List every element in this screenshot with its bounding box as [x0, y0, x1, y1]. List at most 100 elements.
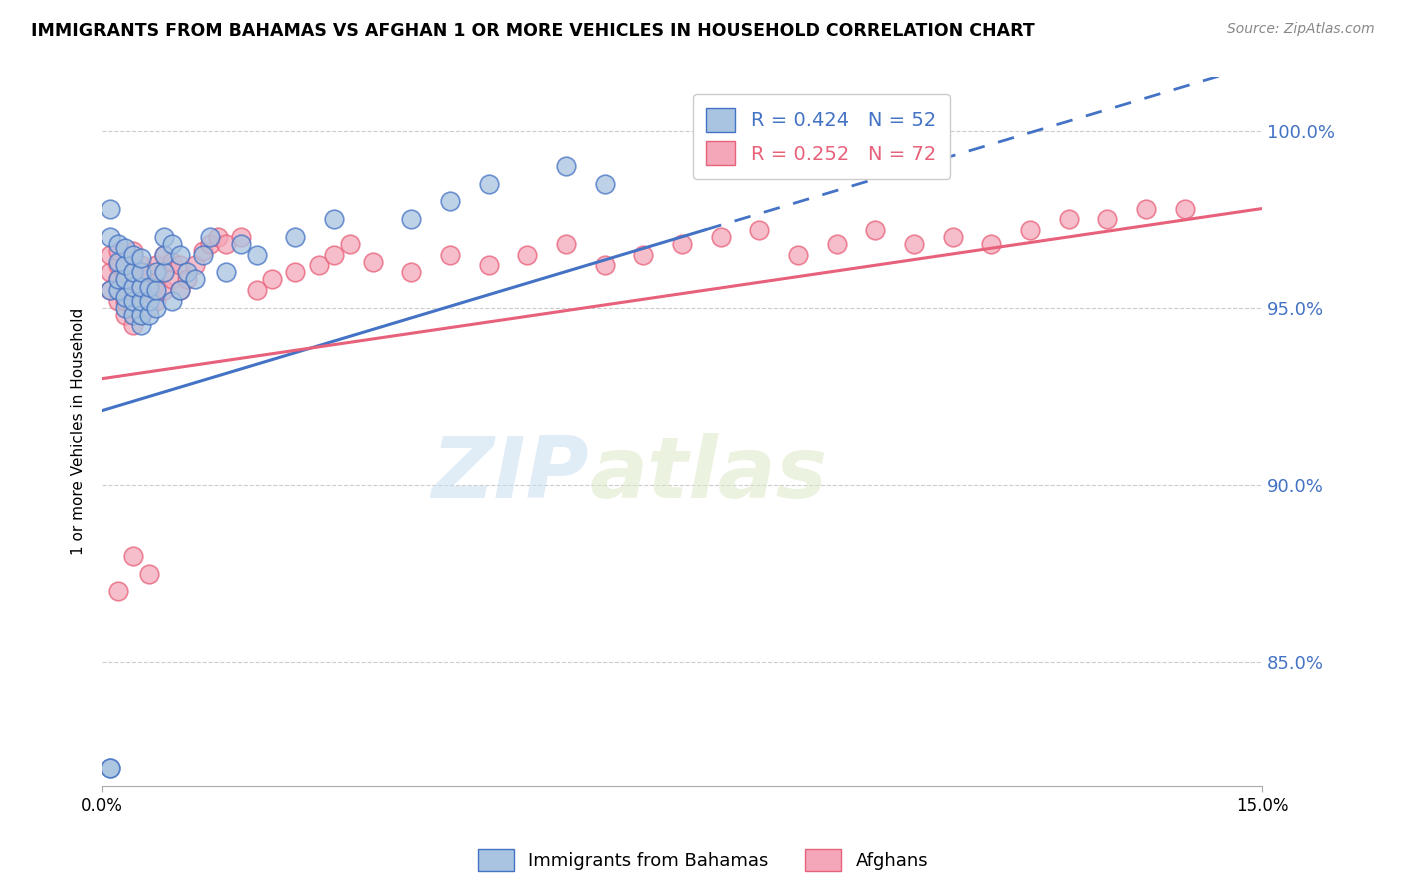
Point [231, 230, 253, 244]
Point [153, 247, 176, 261]
Point [138, 301, 160, 315]
Point [107, 584, 129, 599]
Point [98, 202, 121, 216]
Point [903, 237, 925, 252]
Point [129, 293, 152, 308]
Point [207, 230, 229, 244]
Point [122, 244, 145, 258]
Point [107, 293, 129, 308]
Point [262, 272, 284, 286]
Point [98, 230, 121, 244]
Point [122, 308, 145, 322]
Point [107, 237, 129, 252]
Point [107, 283, 129, 297]
Point [114, 308, 136, 322]
Point [231, 237, 253, 252]
Y-axis label: 1 or more Vehicles in Household: 1 or more Vehicles in Household [72, 308, 86, 556]
Point [942, 230, 965, 244]
Point [980, 237, 1002, 252]
Legend: R = 0.424   N = 52, R = 0.252   N = 72: R = 0.424 N = 52, R = 0.252 N = 72 [693, 95, 950, 178]
Point [200, 237, 222, 252]
Point [122, 283, 145, 297]
Point [145, 283, 167, 297]
Point [122, 549, 145, 563]
Point [284, 230, 307, 244]
Point [361, 254, 384, 268]
Point [153, 265, 176, 279]
Point [200, 230, 222, 244]
Point [787, 247, 810, 261]
Point [215, 265, 238, 279]
Point [176, 265, 198, 279]
Point [122, 279, 145, 293]
Point [129, 290, 152, 304]
Point [160, 237, 183, 252]
Point [1135, 202, 1157, 216]
Point [184, 258, 207, 272]
Point [169, 258, 191, 272]
Point [478, 177, 501, 191]
Point [401, 212, 423, 227]
Point [439, 194, 461, 209]
Point [401, 265, 423, 279]
Point [825, 237, 848, 252]
Text: ZIP: ZIP [432, 433, 589, 516]
Point [107, 258, 129, 272]
Point [633, 247, 655, 261]
Point [748, 223, 770, 237]
Point [129, 251, 152, 265]
Point [114, 258, 136, 272]
Point [122, 265, 145, 279]
Point [138, 265, 160, 279]
Point [191, 244, 214, 258]
Point [129, 272, 152, 286]
Point [1097, 212, 1119, 227]
Point [145, 265, 167, 279]
Point [114, 265, 136, 279]
Point [98, 265, 121, 279]
Point [138, 566, 160, 581]
Point [122, 318, 145, 333]
Point [160, 254, 183, 268]
Point [555, 237, 578, 252]
Point [129, 279, 152, 293]
Point [439, 247, 461, 261]
Point [710, 230, 733, 244]
Text: atlas: atlas [589, 433, 827, 516]
Point [145, 258, 167, 272]
Point [246, 247, 269, 261]
Point [478, 258, 501, 272]
Point [138, 279, 160, 293]
Point [107, 254, 129, 268]
Point [160, 272, 183, 286]
Point [129, 308, 152, 322]
Point [114, 293, 136, 308]
Point [145, 301, 167, 315]
Point [98, 283, 121, 297]
Point [191, 247, 214, 261]
Point [129, 258, 152, 272]
Point [184, 272, 207, 286]
Point [98, 761, 121, 775]
Point [169, 247, 191, 261]
Point [176, 272, 198, 286]
Point [114, 240, 136, 254]
Point [153, 230, 176, 244]
Point [122, 301, 145, 315]
Point [138, 308, 160, 322]
Point [107, 244, 129, 258]
Point [114, 279, 136, 293]
Point [114, 290, 136, 304]
Point [129, 265, 152, 279]
Point [246, 283, 269, 297]
Point [122, 247, 145, 261]
Point [308, 258, 330, 272]
Point [138, 283, 160, 297]
Text: Source: ZipAtlas.com: Source: ZipAtlas.com [1227, 22, 1375, 37]
Point [153, 247, 176, 261]
Point [145, 293, 167, 308]
Point [98, 247, 121, 261]
Point [153, 283, 176, 297]
Point [98, 283, 121, 297]
Point [1057, 212, 1080, 227]
